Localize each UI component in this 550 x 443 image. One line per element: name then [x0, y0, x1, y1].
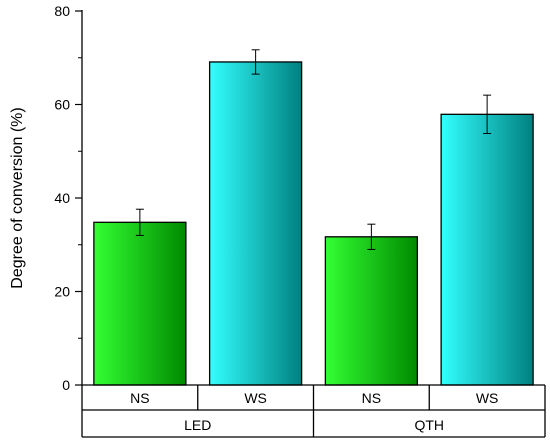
y-axis-title: Degree of conversion (%) [9, 107, 26, 288]
x-category-label-1: NS [130, 390, 149, 406]
y-tick-label-20: 20 [54, 284, 70, 300]
x-category-label-3: NS [362, 390, 381, 406]
y-tick-label-40: 40 [54, 190, 70, 206]
bar-1-ns [93, 221, 187, 386]
x-axis-category-table: NS WS NS WS LED QTH [81, 384, 546, 438]
bar-2-ws [208, 61, 303, 386]
x-category-label-2: WS [244, 390, 267, 406]
y-axis: 0 20 40 60 80 [54, 3, 83, 393]
y-tick-label-80: 80 [54, 3, 70, 19]
x-group-label-qth: QTH [414, 417, 444, 433]
error-bar-2 [251, 49, 260, 75]
x-category-label-4: WS [476, 390, 499, 406]
bar-4-ws [440, 113, 534, 386]
bars [93, 61, 534, 386]
error-bar-4 [483, 94, 492, 134]
bar-3-ns [324, 236, 419, 386]
x-group-label-led: LED [184, 417, 211, 433]
error-bars [135, 49, 492, 250]
error-bar-3 [367, 223, 376, 250]
error-bar-1 [135, 208, 144, 236]
y-tick-label-0: 0 [62, 377, 70, 393]
y-tick-label-60: 60 [54, 97, 70, 113]
